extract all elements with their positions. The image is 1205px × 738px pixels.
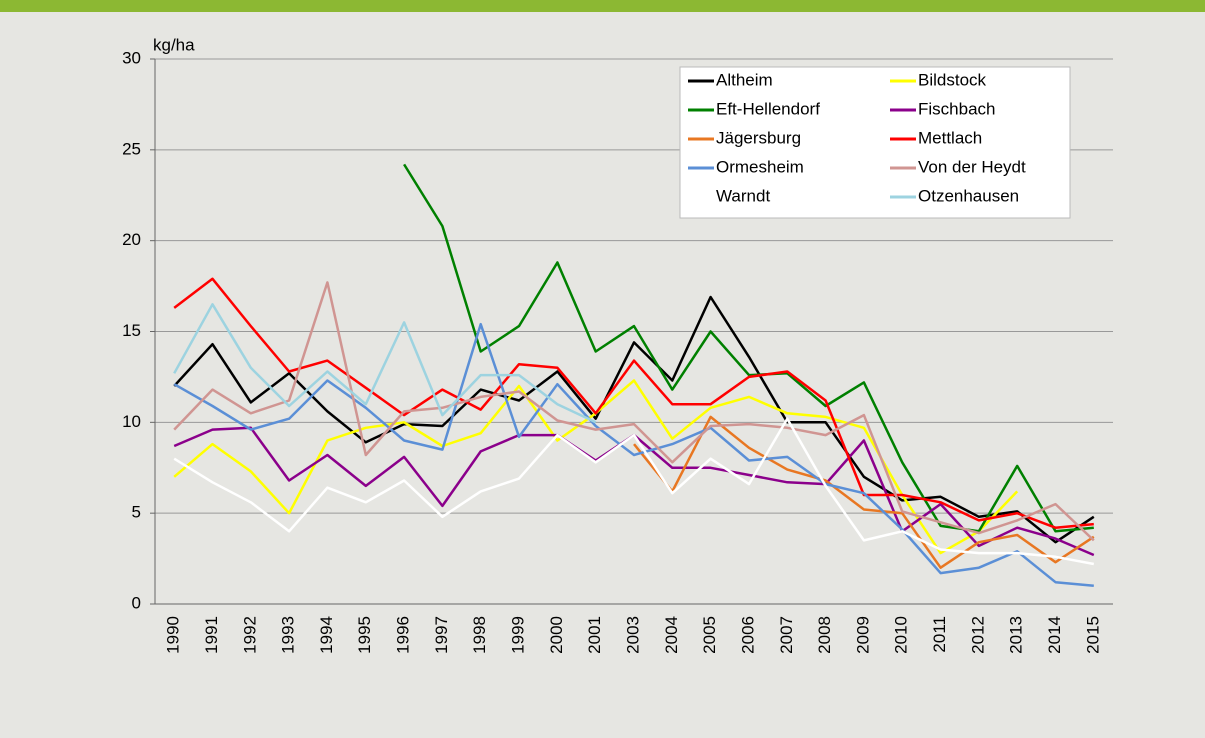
- series-line: [173, 277, 1094, 529]
- x-tick-label: 2001: [585, 616, 604, 654]
- legend-label: Mettlach: [918, 128, 982, 147]
- x-tick-label: 2003: [623, 616, 642, 654]
- x-tick-label: 1990: [164, 616, 183, 654]
- y-tick-label: 0: [132, 593, 141, 612]
- series-line: [633, 415, 1095, 569]
- x-tick-label: 2005: [700, 616, 719, 654]
- series-line: [403, 163, 1094, 533]
- x-tick-label: 2014: [1045, 616, 1064, 654]
- x-tick-label: 2004: [662, 616, 681, 654]
- y-tick-label: 25: [122, 139, 141, 158]
- x-tick-label: 1998: [470, 616, 489, 654]
- legend-label: Jägersburg: [716, 128, 801, 147]
- x-tick-label: 1999: [509, 616, 528, 654]
- header-bar: [0, 0, 1205, 12]
- legend-label: Ormesheim: [716, 157, 804, 176]
- x-tick-label: 2013: [1007, 616, 1026, 654]
- series-line: [173, 281, 1095, 542]
- x-tick-label: 2012: [968, 616, 987, 654]
- legend-label: Fischbach: [918, 99, 995, 118]
- y-tick-label: 5: [132, 503, 141, 522]
- legend-label: Otzenhausen: [918, 186, 1019, 205]
- x-tick-label: 2006: [738, 616, 757, 654]
- x-tick-label: 2000: [547, 616, 566, 654]
- y-tick-label: 30: [122, 48, 141, 67]
- x-tick-label: 2009: [853, 616, 872, 654]
- x-tick-label: 2008: [815, 616, 834, 654]
- legend-box: [679, 66, 1071, 219]
- y-axis-label: kg/ha: [153, 35, 195, 54]
- series-line: [173, 426, 1095, 557]
- x-tick-label: 1997: [432, 616, 451, 654]
- series-line: [173, 295, 1095, 544]
- y-tick-label: 20: [122, 230, 141, 249]
- legend-label: Von der Heydt: [918, 157, 1026, 176]
- series-line: [173, 303, 597, 424]
- x-tick-label: 2007: [777, 616, 796, 654]
- series-line: [173, 417, 1095, 566]
- x-tick-label: 1993: [279, 616, 298, 654]
- x-tick-label: 2015: [1083, 616, 1102, 654]
- y-tick-label: 10: [122, 412, 141, 431]
- x-tick-label: 2010: [892, 616, 911, 654]
- legend-label: Eft-Hellendorf: [716, 99, 820, 118]
- legend-label: Warndt: [716, 186, 770, 205]
- x-tick-label: 1995: [355, 616, 374, 654]
- x-tick-label: 1992: [240, 616, 259, 654]
- legend-label: Altheim: [716, 70, 773, 89]
- legend-label: Bildstock: [918, 70, 987, 89]
- x-tick-label: 2011: [930, 616, 949, 653]
- x-tick-label: 1994: [317, 616, 336, 654]
- x-tick-label: 1991: [202, 616, 221, 654]
- series-line: [173, 322, 1094, 588]
- y-tick-label: 15: [122, 321, 141, 340]
- x-tick-label: 1996: [394, 616, 413, 654]
